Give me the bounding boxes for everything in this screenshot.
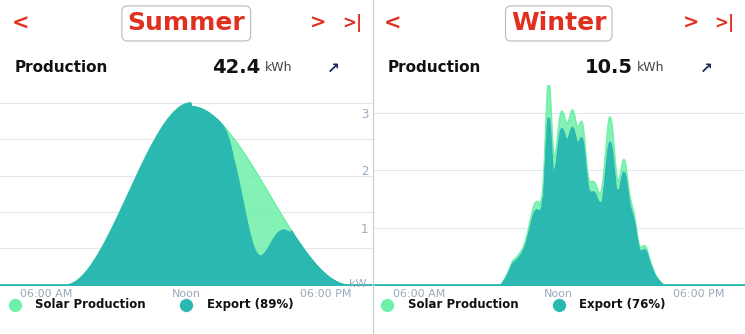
Text: <: < <box>12 13 29 33</box>
Text: Solar Production: Solar Production <box>408 298 519 311</box>
Text: Summer: Summer <box>127 11 245 35</box>
Text: 10.5: 10.5 <box>586 58 633 77</box>
Text: >|: >| <box>342 14 362 32</box>
Text: >: > <box>311 14 326 33</box>
Text: Export (76%): Export (76%) <box>579 298 666 311</box>
Text: >: > <box>683 14 699 33</box>
Text: Export (89%): Export (89%) <box>207 298 294 311</box>
Text: ↗: ↗ <box>700 60 712 75</box>
Y-axis label: kW: kW <box>349 279 367 289</box>
Text: kWh: kWh <box>637 61 665 74</box>
Text: 42.4: 42.4 <box>212 58 261 77</box>
Text: Solar Production: Solar Production <box>36 298 146 311</box>
Text: kWh: kWh <box>264 61 292 74</box>
Text: Production: Production <box>387 60 481 75</box>
Text: >|: >| <box>714 14 735 32</box>
Text: Winter: Winter <box>511 11 606 35</box>
Text: Production: Production <box>15 60 108 75</box>
Text: ↗: ↗ <box>327 60 340 75</box>
Text: <: < <box>384 13 402 33</box>
